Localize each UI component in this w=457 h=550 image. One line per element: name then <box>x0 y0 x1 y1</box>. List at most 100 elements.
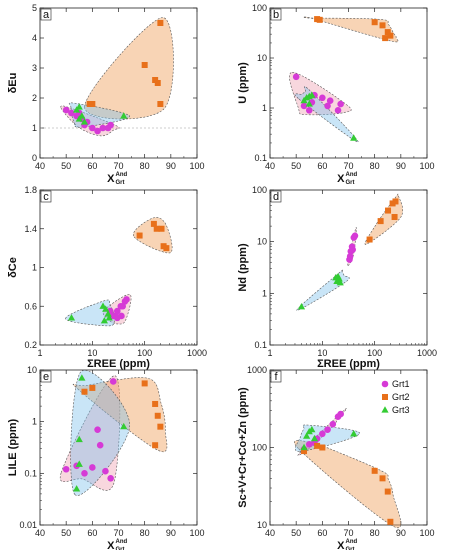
y-axis-label: δCe <box>7 257 19 278</box>
panel-letter-box <box>270 190 282 203</box>
plot-frame <box>269 189 428 346</box>
x-tick-label: 40 <box>265 161 275 171</box>
point-grt1 <box>68 109 75 117</box>
point-grt1 <box>324 426 331 433</box>
y-axis-label: Sc+V+Cr+Co+Zn (ppm) <box>237 387 249 508</box>
point-grt2 <box>387 32 394 39</box>
point-grt2 <box>301 448 308 455</box>
x-tick-label: 60 <box>87 161 97 171</box>
point-grt3 <box>100 316 108 324</box>
y-tick-label: 5 <box>32 3 37 13</box>
point-grt1 <box>114 307 121 315</box>
x-tick-label: 100 <box>189 528 204 538</box>
point-grt1 <box>319 430 326 438</box>
point-grt2 <box>316 16 323 23</box>
point-grt3 <box>310 434 319 442</box>
legend: Grt1 Grt2 Grt3 <box>381 379 410 415</box>
point-grt2 <box>136 232 143 239</box>
point-grt3 <box>75 103 83 110</box>
x-tick-label: 90 <box>166 161 176 171</box>
panel-letter: a <box>43 9 50 21</box>
y-tick-label: 0.6 <box>24 301 37 311</box>
envelope-grt2 <box>72 377 168 453</box>
point-grt2 <box>81 388 88 395</box>
y-tick-label: 1 <box>262 103 267 113</box>
point-grt2 <box>141 380 148 387</box>
point-grt1 <box>305 440 313 448</box>
point-grt3 <box>303 432 311 439</box>
point-grt1 <box>324 102 331 110</box>
x-axis-label: ΣREE (ppm) <box>87 358 150 370</box>
x-tick-label: 50 <box>61 528 71 538</box>
point-grt2 <box>379 475 386 482</box>
point-grt3 <box>67 314 76 321</box>
panel-letter-box <box>40 8 52 21</box>
legend-label: Grt2 <box>392 392 410 402</box>
x-axis-label-superscript: And <box>116 172 128 178</box>
point-grt2 <box>157 101 164 107</box>
y-tick-label: 1.4 <box>24 224 37 234</box>
point-grt1 <box>349 246 356 253</box>
panel-letter: e <box>43 371 49 383</box>
point-grt2 <box>157 20 164 26</box>
y-axis-label: LILE (ppm) <box>7 418 19 476</box>
x-tick-label: 1000 <box>187 348 207 358</box>
point-grt2 <box>384 488 391 495</box>
y-tick-label: 10 <box>27 365 37 375</box>
point-grt1 <box>334 106 342 114</box>
panel-c: 1 10 100 1000 0.2 0.6 1 1.4 1.8 c δCe ΣREE (ppm) <box>7 185 207 370</box>
point-grt3 <box>78 374 86 381</box>
point-grt2 <box>377 218 384 225</box>
envelope-grt2 <box>364 193 403 245</box>
x-tick-label: 90 <box>166 528 176 538</box>
panel-e: 40 50 60 70 80 90 100 0.01 0.1 1 10 e LILE (ppm) X And… <box>7 365 205 550</box>
y-tick-label: 3 <box>32 63 37 73</box>
y-tick-label: 1 <box>32 123 37 133</box>
point-grt2 <box>371 467 378 474</box>
panel-letter: d <box>273 191 279 203</box>
point-grt3 <box>336 278 344 286</box>
point-grt2 <box>89 384 96 391</box>
point-grt1 <box>292 73 300 81</box>
legend-marker-grt2 <box>382 394 388 400</box>
x-axis-label-superscript: And <box>346 539 358 545</box>
x-axis-label-superscript: And <box>116 539 128 545</box>
x-tick-label: 100 <box>189 161 204 171</box>
point-grt1 <box>107 121 114 129</box>
x-axis-label-subscript: Grt <box>116 547 125 550</box>
point-grt3 <box>75 460 83 467</box>
point-grt3 <box>300 443 308 451</box>
point-grt2 <box>314 442 321 449</box>
envelope-grt3 <box>296 269 350 311</box>
x-axis-label-subscript: Grt <box>346 180 355 186</box>
x-axis-label: X <box>337 173 345 185</box>
point-grt3 <box>335 275 343 282</box>
x-tick-label: 100 <box>419 161 434 171</box>
envelope-grt1 <box>59 375 121 491</box>
point-grt1 <box>62 465 70 473</box>
point-grt1 <box>329 420 337 428</box>
x-tick-label: 1 <box>267 348 272 358</box>
point-grt1 <box>351 232 359 240</box>
y-axis-label: δEu <box>7 73 19 94</box>
point-grt1 <box>337 410 344 418</box>
y-tick-label: 10 <box>257 520 267 530</box>
point-grt2 <box>154 412 161 419</box>
y-tick-label: 100 <box>252 3 267 13</box>
point-grt3 <box>104 310 112 317</box>
y-tick-label: 1000 <box>247 365 267 375</box>
point-grt3 <box>80 118 89 125</box>
point-grt3 <box>305 100 313 107</box>
x-tick-label: 100 <box>367 348 382 358</box>
x-tick-label: 1 <box>37 348 42 358</box>
y-tick-label: 1 <box>32 263 37 273</box>
point-grt2 <box>152 400 159 407</box>
point-grt1 <box>346 253 354 260</box>
point-grt1 <box>94 127 101 135</box>
panel-b: 40 50 60 70 80 90 100 0.1 1 10 100 b U (ppm) X And Grt <box>237 3 435 186</box>
point-grt2 <box>384 29 391 36</box>
y-axis-label: Nd (ppm) <box>237 243 249 292</box>
panel-letter: b <box>273 9 279 21</box>
point-grt2 <box>387 518 394 525</box>
